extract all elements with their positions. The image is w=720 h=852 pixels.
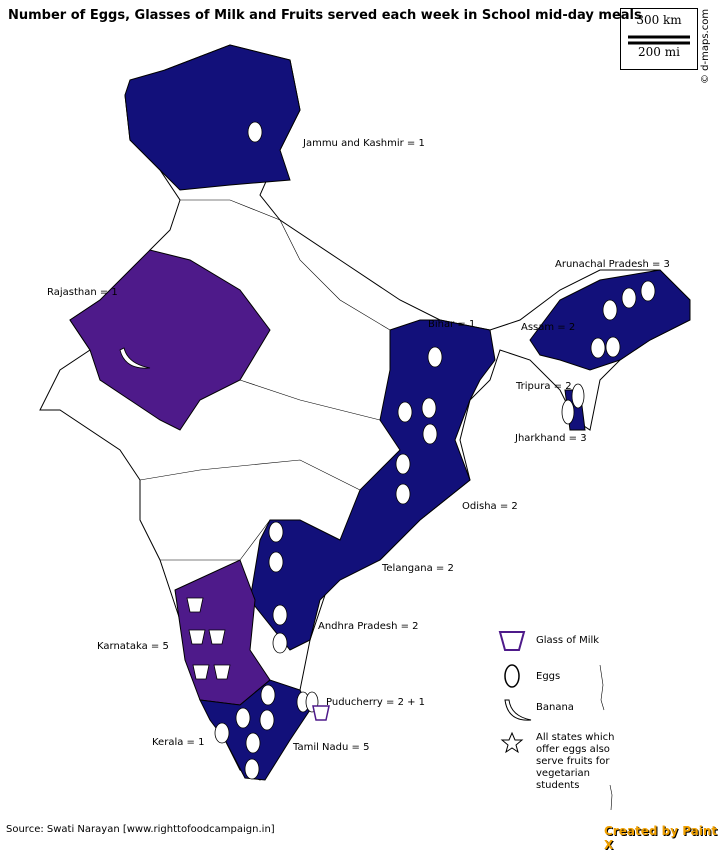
egg-icon [272,604,288,626]
india-outline [39,44,691,781]
banana-icon [119,347,151,369]
egg-icon [245,732,261,754]
state-label: Tamil Nadu = 5 [293,742,370,753]
legend-label: All states which offer eggs also serve f… [536,732,615,791]
state-label: Arunachal Pradesh = 3 [555,259,670,270]
islands [609,784,613,811]
state-label: Bihar = 1 [428,319,476,330]
state-label: Tripura = 2 [516,381,572,392]
egg-icon [605,336,621,358]
legend-icons [498,631,532,754]
state-label: Andhra Pradesh = 2 [318,621,419,632]
state-label: Kerala = 1 [152,737,205,748]
egg-icon [395,453,411,475]
state-border [180,199,391,331]
state-label: Puducherry = 2 + 1 [326,697,426,708]
egg-icon [602,299,618,321]
state-label: Karnataka = 5 [97,641,169,652]
legend-egg [504,664,520,688]
egg-icon [421,397,437,419]
state-rajasthan [69,249,271,431]
milk-icon [312,705,330,721]
egg-icon [272,632,288,654]
egg-icon [268,551,284,573]
egg-icon [247,121,263,143]
egg-icon [260,684,276,706]
egg-icon [395,483,411,505]
legend-milk [498,631,526,651]
egg-icon [640,280,656,302]
source: Source: Swati Narayan [www.righttofoodca… [6,824,275,835]
egg-icon [397,401,413,423]
egg-icon [621,287,637,309]
egg-icon [235,707,251,729]
milk-icon [208,629,226,645]
egg-icon [268,521,284,543]
legend-label: Eggs [536,671,561,682]
milk-icon [186,597,204,613]
islands [599,664,605,711]
state-label: Telangana = 2 [382,563,454,574]
milk-icon [192,664,210,680]
egg-icon [244,758,260,780]
milk-icon [213,664,231,680]
egg-icon [571,383,585,409]
state-label: Odisha = 2 [462,501,518,512]
state-label: Rajasthan = 1 [47,287,118,298]
state-jammu-kashmir [124,44,301,191]
watermark: © d-maps.com [700,8,711,84]
state-label: Assam = 2 [521,322,576,333]
egg-icon [259,709,275,731]
scale-km: 300 km [636,13,682,27]
state-border [139,459,361,491]
scale-mi: 200 mi [638,45,680,59]
scale-box: 300 km 200 mi [620,8,698,70]
state-label: Jharkhand = 3 [515,433,587,444]
credit: Created by Paint X [604,824,718,852]
egg-icon [214,722,230,744]
state-border [239,379,381,421]
egg-icon [590,337,606,359]
map-title: Number of Eggs, Glasses of Milk and Frui… [8,8,642,23]
legend-label: Banana [536,702,574,713]
egg-icon [422,423,438,445]
legend-banana [504,699,532,721]
state-label: Jammu and Kashmir = 1 [303,138,425,149]
legend-star [500,731,524,754]
milk-icon [188,629,206,645]
legend-label: Glass of Milk [536,635,600,646]
egg-icon [427,346,443,368]
egg-icon [561,399,575,425]
